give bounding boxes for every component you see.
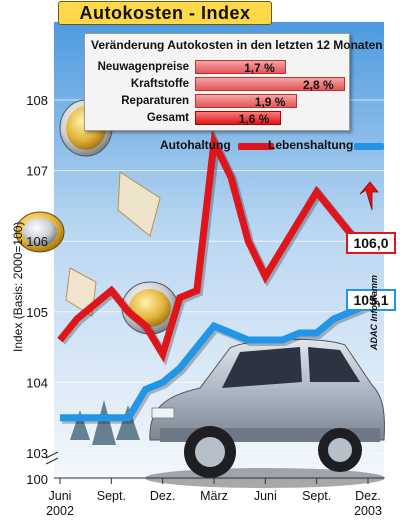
x-tick-label: Sept. (97, 489, 126, 503)
tree-illustrations (70, 400, 140, 445)
series-line-lebenshaltung (60, 301, 370, 422)
end-value-lebenshaltung: 105,1 (346, 289, 396, 311)
y-tick-label: 103 (26, 446, 48, 461)
y-tick-label: 107 (26, 164, 48, 179)
legend-autohaltung-swatch (238, 143, 274, 150)
inset-row-value: 2,8 % (303, 78, 334, 92)
series-layer (57, 130, 372, 424)
y-tick-label: 106 (26, 234, 48, 249)
legend-lebenshaltung-swatch (354, 143, 384, 150)
inset-title: Veränderung Autokosten in den letzten 12… (91, 38, 383, 52)
x-tick-label: März (200, 489, 228, 503)
credit-label: ADAC Infogramm (369, 274, 379, 350)
inset-row-label: Gesamt (146, 112, 189, 124)
car-illustration (145, 338, 385, 488)
inset-row: Neuwagenpreise 1,7 % (85, 60, 349, 76)
arrow-up-icon (359, 181, 379, 211)
inset-row: Gesamt 1,6 % (85, 111, 349, 127)
end-value-autohaltung: 106,0 (346, 232, 396, 254)
inset-bar (195, 111, 281, 125)
y-ticks: 103 104 105 106 107 108 100 (26, 93, 48, 487)
x-tick-label: Dez. (150, 489, 176, 503)
inset-bar (195, 77, 345, 91)
x-tick-label: 2003 (354, 504, 382, 518)
change-inset-panel: Veränderung Autokosten in den letzten 12… (84, 33, 383, 131)
inset-bar (195, 60, 287, 74)
inset-bar (195, 94, 297, 108)
x-tick-label: Juni (49, 489, 72, 503)
chart-title: Autokosten - Index (58, 1, 272, 25)
y-axis-label: Index (Basis: 2000=100) (11, 221, 25, 352)
inset-row-value: 1,9 % (254, 95, 286, 109)
series-line-autohaltung (57, 130, 370, 363)
legend-lebenshaltung-label: Lebenshaltung (268, 138, 354, 152)
x-tick-label: Dez. (355, 489, 381, 503)
inset-row-value: 1,7 % (244, 61, 275, 75)
inset-row-label: Neuwagenpreise (97, 61, 189, 73)
x-tick-label: 2002 (46, 504, 74, 518)
inset-row-label: Kraftstoffe (130, 78, 189, 90)
axis-break (45, 451, 384, 479)
x-tick-label: Sept. (302, 489, 331, 503)
inset-row: Reparaturen 1,9 % (85, 94, 349, 110)
inset-row-label: Reparaturen (121, 95, 189, 107)
x-tick-label: Juni (254, 489, 277, 503)
y-tick-label: 108 (26, 93, 48, 108)
inset-row: Kraftstoffe 2,8 % (85, 77, 349, 93)
legend-autohaltung-label: Autohaltung (160, 138, 231, 152)
y-tick-label: 104 (26, 375, 48, 390)
y-tick-label: 105 (26, 305, 48, 320)
y-tick-label: 100 (26, 472, 48, 487)
inset-row-value: 1,6 % (238, 112, 270, 126)
